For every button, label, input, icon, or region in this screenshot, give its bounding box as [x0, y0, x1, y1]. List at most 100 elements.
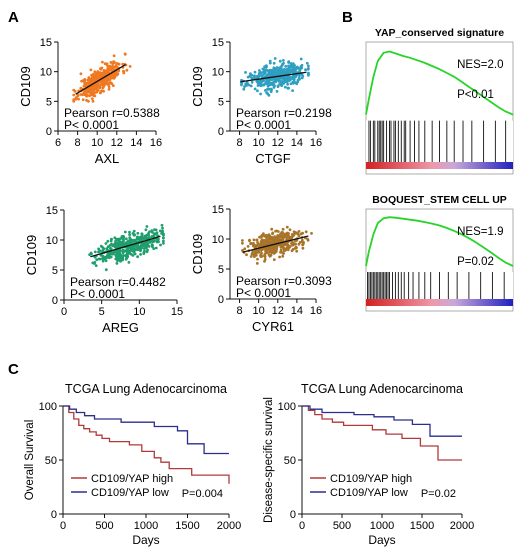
axl-point	[93, 75, 97, 79]
ctgf-point	[269, 70, 273, 73]
areg-x-tick-label: 0	[61, 306, 67, 318]
areg-y-tick-label: 0	[52, 295, 58, 307]
cyr61-point	[285, 236, 288, 239]
cyr61-point	[272, 258, 276, 261]
areg-x-tick-label: 5	[99, 306, 105, 318]
areg-point	[124, 237, 128, 241]
scatter-chart-ctgf: 8 10 12 14 16 0 5 10 15 CTGF CD109 Pearson r=0.2198…	[190, 37, 332, 166]
ctgf-x-tick-label: 14	[291, 137, 303, 149]
km_os-x-tick-label: 2000	[217, 520, 241, 532]
axl-point	[115, 62, 119, 65]
axl-y-tick-label: 5	[46, 96, 52, 108]
cyr61-y-axis-label: CD109	[190, 234, 205, 274]
ctgf-point	[250, 80, 254, 84]
areg-pearson-r: Pearson r=0.4482	[70, 275, 166, 289]
ctgf-point	[294, 81, 297, 85]
cyr61-point	[263, 255, 267, 259]
areg-point	[142, 236, 146, 240]
cyr61-point	[281, 243, 284, 247]
areg-point	[131, 239, 135, 242]
cyr61-y-tick-label: 5	[218, 264, 224, 276]
areg-point	[162, 236, 165, 240]
ctgf-point	[284, 80, 288, 84]
cyr61-point	[265, 247, 269, 251]
ctgf-point	[287, 61, 290, 64]
cyr61-point	[262, 232, 265, 236]
ctgf-point	[281, 76, 284, 80]
ctgf-point	[252, 74, 256, 78]
areg-point	[104, 268, 108, 272]
areg-point	[151, 244, 154, 247]
cyr61-point	[263, 234, 266, 238]
areg-point	[117, 241, 120, 244]
areg-point	[125, 249, 128, 253]
km_dss-x-tick-label: 2000	[450, 520, 474, 532]
ctgf-point	[242, 87, 246, 91]
areg-point	[154, 246, 158, 250]
axl-p-value: P< 0.0001	[64, 118, 119, 132]
areg-point	[147, 233, 151, 237]
cyr61-point	[241, 241, 244, 245]
gsea1-enrichment-curve	[365, 50, 514, 116]
cyr61-x-tick-label: 12	[272, 305, 284, 317]
axl-point	[101, 86, 105, 90]
axl-point	[89, 68, 93, 72]
cyr61-point	[252, 238, 256, 242]
axl-point	[83, 91, 87, 95]
axl-point	[93, 73, 97, 77]
ctgf-point	[246, 82, 249, 86]
km_dss-x-tick-label: 500	[333, 520, 351, 532]
ctgf-point	[282, 59, 285, 62]
ctgf-point	[284, 75, 288, 79]
axl-point	[87, 99, 90, 103]
ctgf-point	[286, 82, 289, 86]
areg-point	[155, 239, 159, 243]
cyr61-point	[294, 242, 297, 246]
axl-point	[79, 87, 83, 90]
ctgf-point	[280, 83, 284, 87]
cyr61-point	[279, 250, 282, 254]
ctgf-point	[284, 72, 287, 75]
cyr61-point	[275, 229, 279, 233]
cyr61-point	[258, 244, 262, 248]
ctgf-point	[267, 79, 271, 83]
axl-point	[91, 99, 95, 103]
axl-point	[79, 93, 83, 96]
areg-point	[161, 226, 164, 230]
areg-point	[111, 251, 114, 255]
cyr61-point	[245, 253, 248, 257]
cyr61-point	[271, 241, 274, 245]
axl-point	[98, 73, 102, 77]
cyr61-point	[294, 245, 298, 249]
axl-point	[111, 68, 115, 72]
axl-point	[72, 88, 76, 92]
cyr61-x-tick-label: 14	[291, 305, 303, 317]
axl-point	[117, 69, 120, 73]
cyr61-point	[241, 239, 244, 242]
ctgf-y-tick-label: 15	[212, 37, 224, 49]
cyr61-point	[255, 262, 259, 265]
cyr61-point	[267, 253, 271, 257]
axl-point	[125, 68, 129, 72]
axl-point	[106, 69, 109, 73]
ctgf-point	[278, 82, 282, 86]
axl-point	[103, 69, 107, 73]
km_os-title: TCGA Lung Adenocarcinoma	[65, 382, 227, 396]
cyr61-point	[298, 241, 302, 244]
axl-x-tick-label: 12	[111, 137, 123, 149]
cyr61-point	[266, 241, 270, 245]
cyr61-x-tick-label: 10	[253, 305, 265, 317]
cyr61-point	[259, 255, 263, 258]
km_dss-series-line	[302, 405, 462, 437]
ctgf-point	[307, 64, 310, 68]
km_dss-x-tick-label: 1000	[370, 520, 394, 532]
areg-point	[158, 229, 162, 233]
areg-point	[128, 233, 132, 237]
gsea-chart-gsea2: BOQUEST_STEM CELL UP NES=1.9 P=0.02	[365, 194, 514, 312]
ctgf-point	[284, 64, 288, 68]
ctgf-point	[269, 72, 272, 76]
axl-point	[79, 72, 83, 76]
areg-regression-line	[90, 235, 161, 258]
axl-x-tick-label: 16	[150, 137, 162, 149]
areg-y-tick-label: 15	[46, 205, 58, 217]
